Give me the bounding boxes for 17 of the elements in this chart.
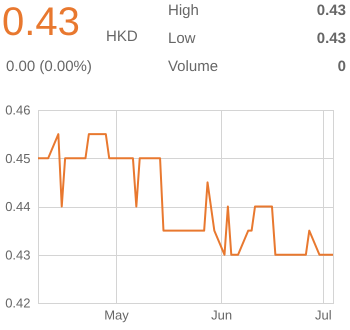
y-tick-label: 0.44 [5, 199, 30, 214]
y-tick-label: 0.45 [5, 150, 30, 166]
y-tick-label: 0.42 [5, 296, 30, 310]
text: Low [168, 30, 196, 47]
text: 0.43 [316, 30, 346, 47]
text: High [168, 2, 199, 19]
text: 0.43 [316, 2, 346, 19]
x-tick-label: May [104, 308, 130, 322]
text: HKD [106, 28, 138, 45]
x-tick-label: Jun [211, 308, 232, 322]
y-tick-label: 0.46 [5, 102, 30, 118]
line-series [38, 133, 333, 256]
y-tick-label: 0.43 [5, 247, 30, 262]
text: 0.00 (0.00%) [6, 58, 92, 75]
x-tick-label: Jul [315, 308, 332, 322]
text: Volume [168, 58, 218, 75]
text: 0 [338, 58, 346, 75]
